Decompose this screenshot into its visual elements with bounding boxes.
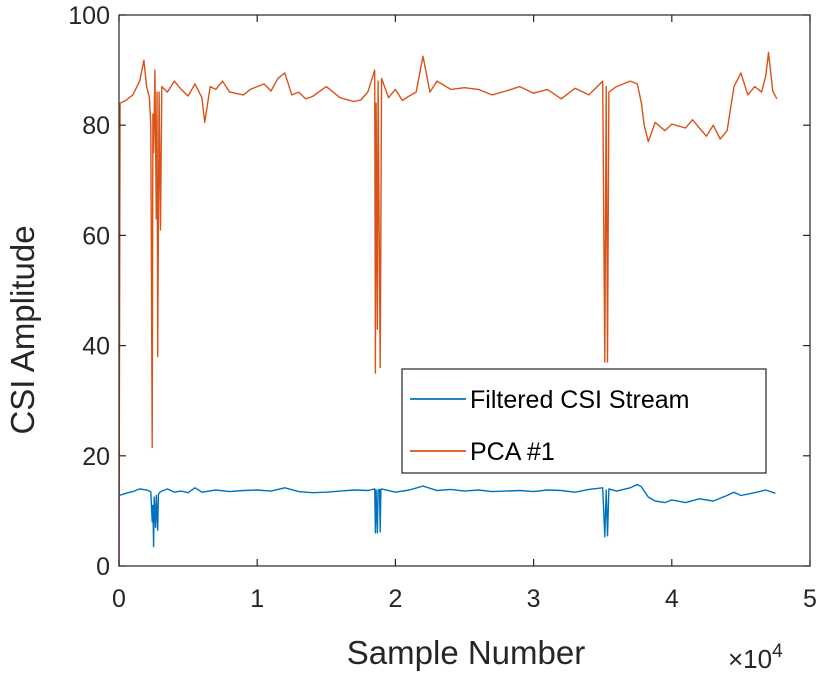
tick-labels: 0 1 2 3 4 5 0 20 40 60 80 100 xyxy=(68,2,817,613)
y-tick-label: 0 xyxy=(96,553,110,581)
y-axis-label: CSI Amplitude xyxy=(4,225,41,434)
legend-label-pca: PCA #1 xyxy=(470,438,555,466)
x-tick-label: 0 xyxy=(112,585,126,613)
legend: Filtered CSI Stream PCA #1 xyxy=(401,368,767,474)
legend-box xyxy=(401,368,767,474)
x-axis-label: Sample Number xyxy=(347,634,585,671)
x-tick-label: 2 xyxy=(388,585,402,613)
x-tick-label: 5 xyxy=(803,585,817,613)
x-tick-label: 1 xyxy=(250,585,264,613)
x-exponent-label: ×104 xyxy=(728,641,783,674)
axes xyxy=(118,14,811,567)
y-tick-label: 60 xyxy=(82,222,110,250)
y-tick-label: 40 xyxy=(82,333,110,361)
x-tick-label: 4 xyxy=(665,585,679,613)
y-tick-label: 80 xyxy=(82,112,110,140)
legend-label-filtered: Filtered CSI Stream xyxy=(470,386,690,414)
x-exponent-power: 4 xyxy=(772,641,783,662)
series-line-pca-1 xyxy=(118,51,778,567)
axes-box xyxy=(118,14,811,567)
x-tick-label: 3 xyxy=(527,585,541,613)
x-exponent-base: ×10 xyxy=(728,644,772,674)
series-line-filtered-csi-stream xyxy=(118,483,776,548)
y-tick-label: 100 xyxy=(68,2,110,30)
y-tick-label: 20 xyxy=(82,443,110,471)
plot-area xyxy=(118,51,778,567)
